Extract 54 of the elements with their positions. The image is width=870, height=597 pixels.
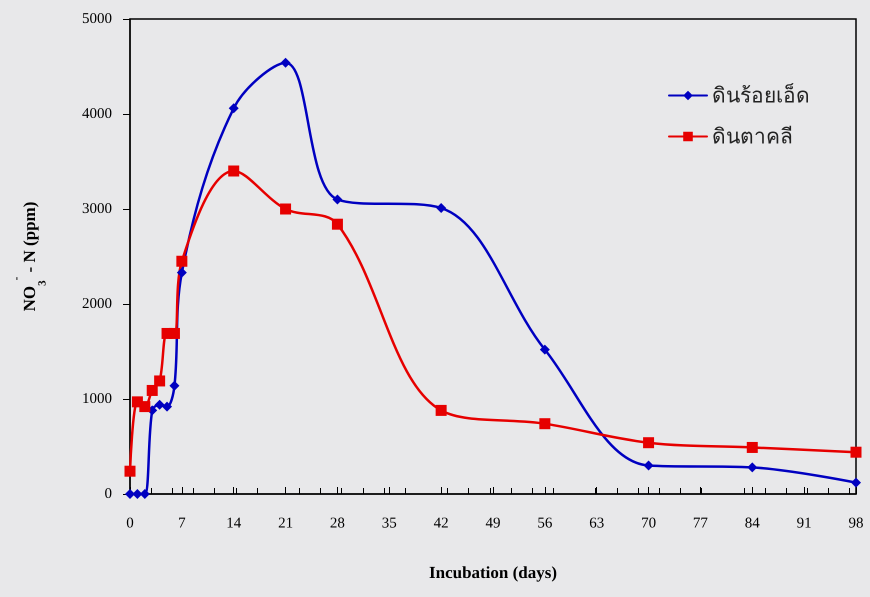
x-tick-label: 7 <box>178 516 186 532</box>
point <box>540 344 550 355</box>
point <box>332 194 342 204</box>
point <box>436 404 447 416</box>
x-tick-label: 14 <box>226 516 242 532</box>
point <box>168 328 180 339</box>
point <box>644 460 654 470</box>
x-tick-label: 21 <box>278 516 294 532</box>
point <box>154 375 166 386</box>
point <box>162 402 172 412</box>
x-tick-label: 98 <box>848 516 864 532</box>
x-tick-label: 28 <box>330 516 345 532</box>
y-tick-label: 4000 <box>82 106 112 122</box>
x-tick-label: 70 <box>641 516 656 532</box>
x-tick-label: 49 <box>486 516 500 532</box>
point <box>436 203 446 214</box>
point <box>176 268 187 278</box>
point <box>850 446 862 458</box>
point <box>746 442 758 453</box>
point <box>140 489 150 499</box>
point <box>539 418 550 430</box>
point <box>643 437 654 448</box>
point <box>851 478 861 488</box>
point <box>228 166 240 176</box>
point <box>154 400 165 410</box>
point <box>332 218 343 230</box>
x-tick-label: 84 <box>744 516 760 532</box>
x-tick-label: 56 <box>537 516 553 532</box>
text: NO3- - N (ppm) <box>10 202 48 312</box>
point <box>176 256 188 267</box>
x-tick-label: 63 <box>589 516 604 532</box>
point <box>747 462 758 472</box>
point <box>124 466 136 477</box>
x-tick-label: 42 <box>434 516 449 532</box>
point <box>280 204 292 214</box>
y-tick-label: 3000 <box>82 201 112 217</box>
x-tick-label: 35 <box>382 516 397 532</box>
y-tick-label: 2000 <box>82 296 112 312</box>
legend-label: ดินร้อยเอ็ด <box>712 82 810 108</box>
point <box>169 380 180 391</box>
point <box>146 384 158 396</box>
point <box>280 58 291 68</box>
point <box>139 401 150 412</box>
x-tick-label: 91 <box>796 516 812 532</box>
y-tick-label: 5000 <box>82 11 112 27</box>
point <box>228 103 239 114</box>
point <box>132 489 142 499</box>
x-axis-title: Incubation (days) <box>428 563 558 582</box>
x-tick-label: 0 <box>126 516 134 532</box>
y-tick-label: 1000 <box>82 391 112 407</box>
x-tick-label: 77 <box>692 516 708 532</box>
point <box>125 489 135 499</box>
legend-label: ดินตาคลี <box>712 124 793 148</box>
y-tick-label: 0 <box>104 486 112 502</box>
